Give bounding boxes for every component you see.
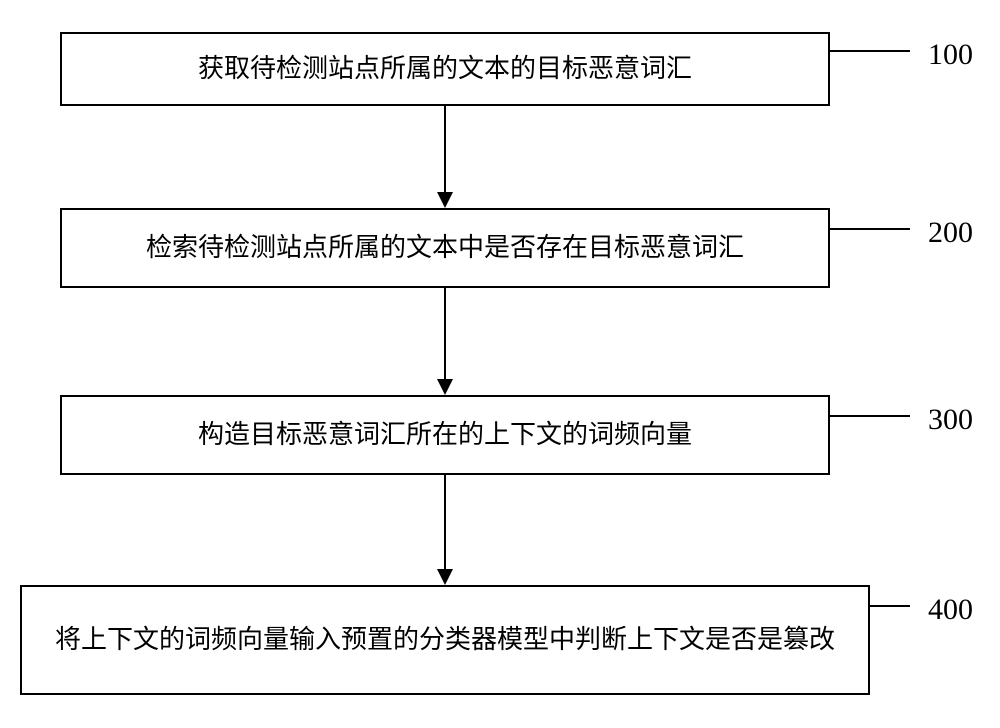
flow-step-label: 400 [928,593,973,627]
leader-line [830,415,910,417]
flow-step-text: 构造目标恶意词汇所在的上下文的词频向量 [188,417,702,453]
flow-step-n2: 检索待检测站点所属的文本中是否存在目标恶意词汇 [60,208,830,288]
leader-line [830,50,910,52]
flow-step-text: 将上下文的词频向量输入预置的分类器模型中判断上下文是否是篡改 [45,622,845,658]
flow-arrow [425,106,465,208]
leader-line [870,605,910,607]
flow-arrow [425,475,465,585]
flow-step-n3: 构造目标恶意词汇所在的上下文的词频向量 [60,395,830,475]
flow-step-label: 100 [928,38,973,72]
flow-step-text: 检索待检测站点所属的文本中是否存在目标恶意词汇 [136,230,754,266]
flow-step-label: 300 [928,403,973,437]
flow-step-text: 获取待检测站点所属的文本的目标恶意词汇 [188,51,702,87]
flow-step-label: 200 [928,216,973,250]
flow-step-n1: 获取待检测站点所属的文本的目标恶意词汇 [60,32,830,106]
flowchart-canvas: 获取待检测站点所属的文本的目标恶意词汇 100 检索待检测站点所属的文本中是否存在目… [0,0,1000,728]
flow-arrow [425,288,465,395]
flow-step-n4: 将上下文的词频向量输入预置的分类器模型中判断上下文是否是篡改 [20,585,870,695]
leader-line [830,228,910,230]
